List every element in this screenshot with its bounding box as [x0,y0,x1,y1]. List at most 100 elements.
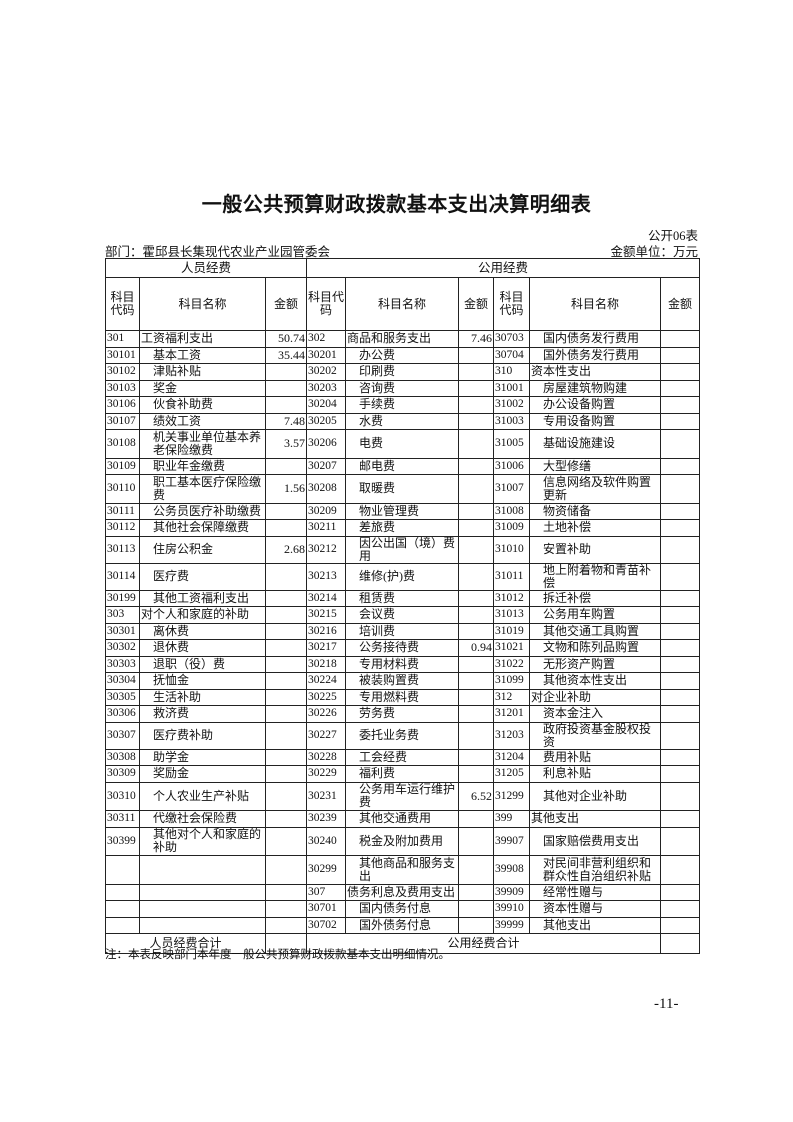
subject-code: 30307 [105,721,140,750]
amount [659,412,701,430]
amount [458,457,494,475]
amount [458,589,494,607]
subject-code: 30701 [306,900,346,918]
column-header: 科目代码 [493,277,530,331]
subject-name: 办公费 [345,346,459,364]
subject-name: 其他交通工具购置 [529,622,661,640]
subject-code: 31019 [493,622,530,640]
amount [659,765,701,783]
column-header: 科目代码 [105,277,140,331]
amount [458,396,494,414]
table-note: 注：本表反映部门本年度一般公共预算财政拨款基本支出明细情况。 [105,949,450,961]
subject-name: 奖金 [139,379,266,397]
subject-code: 30112 [105,519,140,537]
table-row: 30701 国内债务付息 39910 资本性赠与 [105,900,701,918]
subject-name: 办公设备购置 [529,396,661,414]
subject-code: 30702 [306,916,346,934]
subject-code: 30109 [105,457,140,475]
subject-code: 30302 [105,639,140,657]
subject-name: 代缴社会保险费 [139,810,266,828]
amount [659,622,701,640]
subject-name: 水费 [345,412,459,430]
subject-code: 30204 [306,396,346,414]
subject-name: 租赁费 [345,589,459,607]
amount [265,748,307,766]
subject-name: 印刷费 [345,363,459,381]
amount [659,855,701,885]
subject-code: 30226 [306,705,346,723]
subject-code: 30106 [105,396,140,414]
amount [659,900,701,918]
amount [659,655,701,673]
subject-code: 31002 [493,396,530,414]
subject-code: 30306 [105,705,140,723]
subject-name: 职业年金缴费 [139,457,266,475]
personnel-total-label: 人员经费合计 [105,933,266,954]
subject-name: 国外债务付息 [345,916,459,934]
table-row: 30306 救济费 30226 劳务费 31201 资本金注入 [105,705,701,723]
amount [265,457,307,475]
subject-name: 资本性支出 [529,363,661,381]
amount [265,765,307,783]
subject-name: 对企业补助 [529,688,661,706]
subject-name: 债务利息及费用支出 [345,883,459,901]
subject-name: 商品和服务支出 [345,330,459,348]
subject-code: 307 [306,883,346,901]
subject-name: 手续费 [345,396,459,414]
table-row: 30108 机关事业单位基本养老保险缴费 3.57 30206 电费 31005 基础设施建… [105,429,701,459]
subject-name: 其他支出 [529,810,661,828]
subject-name [139,900,266,918]
subject-code: 31299 [493,781,530,811]
subject-name: 国外债务发行费用 [529,346,661,364]
subject-name: 国内债务发行费用 [529,330,661,348]
amount [265,721,307,750]
subject-name: 奖励金 [139,765,266,783]
subject-code: 31008 [493,502,530,520]
amount [458,606,494,624]
amount [458,346,494,364]
public-total-amount [659,933,701,954]
subject-name: 职工基本医疗保险缴费 [139,474,266,504]
amount [458,655,494,673]
amount: 50.74 [265,330,307,348]
subject-name: 公务用车运行维护费 [345,781,459,811]
amount [458,519,494,537]
amount [458,474,494,504]
amount [265,502,307,520]
subject-code: 30202 [306,363,346,381]
public-total-label: 公用经费合计 [306,933,661,954]
table-row: 30114 医疗费 30213 维修(护)费 31011 地上附着物和青苗补偿 [105,562,701,591]
subject-code: 39999 [493,916,530,934]
subject-name: 委托业务费 [345,721,459,750]
amount: 0.94 [458,639,494,657]
subject-name: 取暖费 [345,474,459,504]
amount: 7.48 [265,412,307,430]
amount [659,457,701,475]
subject-code: 30304 [105,672,140,690]
subject-code: 30201 [306,346,346,364]
subject-code: 39908 [493,855,530,885]
subject-name: 离休费 [139,622,266,640]
subject-code: 30203 [306,379,346,397]
amount [659,639,701,657]
amount [458,721,494,750]
table-row: 307 债务利息及费用支出 39909 经常性赠与 [105,883,701,901]
amount [458,535,494,564]
subject-name: 无形资产购置 [529,655,661,673]
subject-name: 费用补贴 [529,748,661,766]
subject-code: 30227 [306,721,346,750]
subject-code: 31203 [493,721,530,750]
table-row: 30112 其他社会保障缴费 30211 差旅费 31009 土地补偿 [105,519,701,537]
subject-code: 31006 [493,457,530,475]
amount [659,562,701,591]
amount: 2.68 [265,535,307,564]
subject-code: 30225 [306,688,346,706]
amount: 7.46 [458,330,494,348]
subject-code: 30239 [306,810,346,828]
subject-code: 30213 [306,562,346,591]
subject-name: 利息补贴 [529,765,661,783]
subject-name: 津贴补贴 [139,363,266,381]
amount [458,900,494,918]
subject-name: 救济费 [139,705,266,723]
subject-code: 30240 [306,826,346,856]
